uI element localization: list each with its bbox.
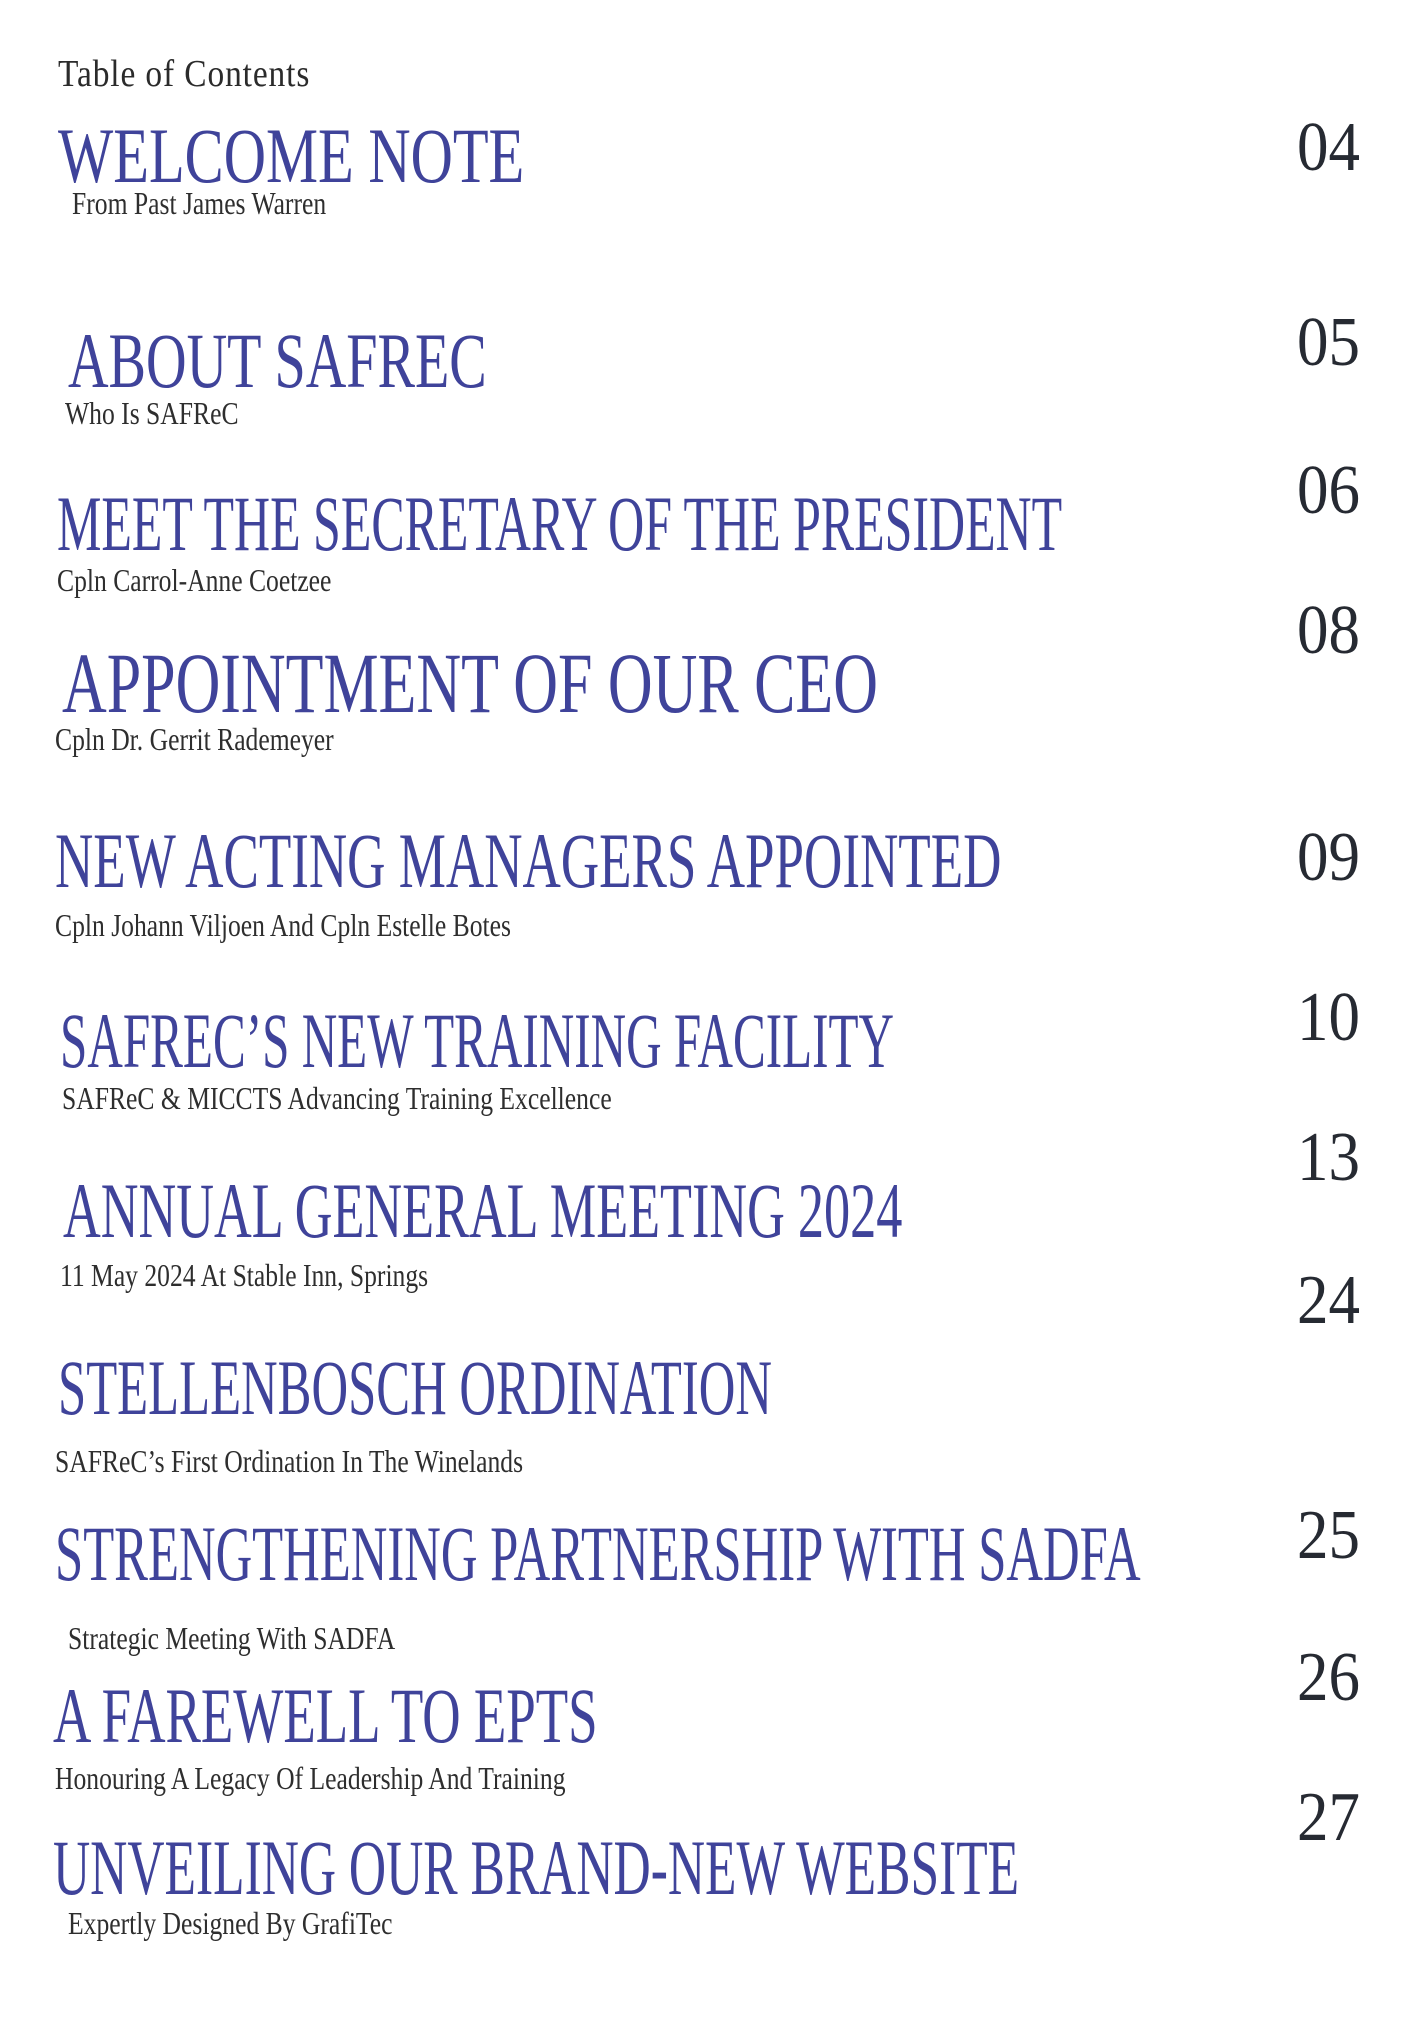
toc-entry-title: A FAREWELL TO EPTS	[53, 1672, 598, 1759]
toc-entry-title: ABOUT SAFREC	[68, 317, 487, 404]
toc-entry-subtitle: From Past James Warren	[72, 185, 327, 221]
toc-entry-page-number: 27	[1297, 1779, 1360, 1856]
toc-entry-subtitle: Expertly Designed By GrafiTec	[68, 1905, 393, 1941]
toc-entry-title: STELLENBOSCH ORDINATION	[58, 1344, 773, 1431]
toc-entry-subtitle: SAFReC & MICCTS Advancing Training Excel…	[62, 1080, 612, 1116]
toc-entry-title: APPOINTMENT OF OUR CEO	[62, 635, 878, 731]
toc-entry-page-number: 05	[1297, 304, 1360, 381]
toc-entry-subtitle: Who Is SAFReC	[65, 395, 239, 431]
toc-entry-title: MEET THE SECRETARY OF THE PRESIDENT	[57, 480, 1063, 567]
toc-entry-page-number: 08	[1297, 592, 1360, 669]
toc-entry-title: SAFREC’S NEW TRAINING FACILITY	[60, 997, 895, 1084]
toc-entry-title: WELCOME NOTE	[58, 112, 525, 199]
toc-entry-subtitle: 11 May 2024 At Stable Inn, Springs	[60, 1257, 429, 1293]
toc-entry-page-number: 24	[1297, 1262, 1360, 1339]
toc-entry-subtitle: Cpln Carrol-Anne Coetzee	[57, 562, 332, 598]
toc-entry-page-number: 06	[1297, 452, 1360, 529]
toc-entry-page-number: 26	[1297, 1639, 1360, 1716]
toc-entry-subtitle: Strategic Meeting With SADFA	[68, 1620, 396, 1656]
toc-entry-subtitle: Cpln Johann Viljoen And Cpln Estelle Bot…	[55, 907, 511, 943]
page-title: Table of Contents	[58, 53, 311, 95]
toc-entry-subtitle: Cpln Dr. Gerrit Rademeyer	[55, 721, 334, 757]
toc-entry-title: ANNUAL GENERAL MEETING 2024	[63, 1167, 903, 1254]
toc-entry-title: STRENGTHENING PARTNERSHIP WITH SADFA	[55, 1510, 1141, 1597]
toc-entry-subtitle: SAFReC’s First Ordination In The Winelan…	[55, 1443, 524, 1479]
toc-entry-title: UNVEILING OUR BRAND-NEW WEBSITE	[53, 1824, 1020, 1911]
toc-entry-page-number: 04	[1297, 109, 1360, 186]
toc-entry-subtitle: Honouring A Legacy Of Leadership And Tra…	[55, 1760, 566, 1796]
toc-entry-page-number: 25	[1297, 1497, 1360, 1574]
toc-entry-title: NEW ACTING MANAGERS APPOINTED	[55, 817, 1002, 904]
toc-entry-page-number: 09	[1297, 819, 1360, 896]
toc-entry-page-number: 10	[1297, 979, 1360, 1056]
toc-entry-page-number: 13	[1297, 1119, 1360, 1196]
